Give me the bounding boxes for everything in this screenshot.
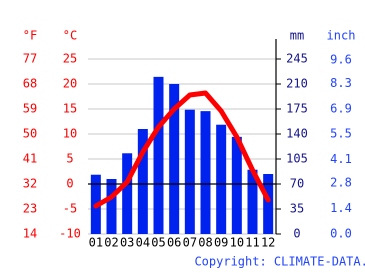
temperature-line: [93, 90, 271, 209]
celsius-tick-label: 25: [63, 52, 77, 66]
x-tick-label: 05: [151, 236, 165, 250]
celsius-unit: °C: [63, 29, 77, 43]
bar: [263, 174, 274, 234]
celsius-tick-label: -10: [59, 227, 81, 241]
bar: [231, 136, 242, 234]
inch-tick-label: 9.6: [330, 52, 352, 66]
bar: [200, 111, 211, 234]
fahrenheit-tick-label: 32: [23, 177, 37, 191]
fahrenheit-tick-label: 50: [23, 127, 37, 141]
inch-tick-label: 2.8: [330, 176, 352, 190]
bar: [184, 109, 195, 234]
bar: [137, 129, 148, 234]
fahrenheit-tick-label: 77: [23, 52, 37, 66]
bar: [169, 84, 180, 234]
celsius-tick-label: 5: [66, 152, 73, 166]
inch-tick-label: 5.5: [330, 127, 352, 141]
celsius-tick-label: 10: [63, 127, 77, 141]
x-tick-label: 02: [104, 236, 118, 250]
fahrenheit-tick-label: 14: [23, 227, 37, 241]
x-tick-label: 10: [230, 236, 244, 250]
mm-tick-label: 0: [293, 227, 300, 241]
x-tick-label: 09: [214, 236, 228, 250]
mm-tick-label: 245: [286, 52, 308, 66]
fahrenheit-tick-label: 68: [23, 77, 37, 91]
bar: [247, 169, 258, 234]
inch-tick-label: 0.0: [330, 227, 352, 241]
mm-unit: mm: [290, 29, 304, 43]
mm-tick-label: 175: [286, 102, 308, 116]
inch-tick-label: 8.3: [330, 76, 352, 90]
celsius-tick-label: -5: [63, 202, 77, 216]
x-tick-label: 01: [89, 236, 103, 250]
inch-tick-label: 4.1: [330, 152, 352, 166]
mm-tick-label: 70: [290, 177, 304, 191]
fahrenheit-tick-label: 23: [23, 202, 37, 216]
x-tick-label: 03: [120, 236, 134, 250]
bar: [106, 179, 117, 234]
celsius-tick-label: 15: [63, 102, 77, 116]
inch-tick-label: 1.4: [330, 201, 352, 215]
bar: [216, 124, 227, 234]
x-tick-label: 07: [183, 236, 197, 250]
fahrenheit-tick-label: 59: [23, 102, 37, 116]
mm-tick-label: 35: [290, 202, 304, 216]
x-tick-label: 12: [261, 236, 275, 250]
inch-tick-label: 6.9: [330, 101, 352, 115]
x-tick-label: 11: [245, 236, 259, 250]
fahrenheit-tick-label: 41: [23, 152, 37, 166]
fahrenheit-unit: °F: [23, 29, 37, 43]
mm-tick-label: 105: [286, 152, 308, 166]
celsius-tick-label: 20: [63, 77, 77, 91]
bar: [122, 153, 133, 234]
celsius-tick-label: 0: [66, 177, 73, 191]
mm-tick-label: 210: [286, 77, 308, 91]
x-tick-label: 06: [167, 236, 181, 250]
mm-tick-label: 140: [286, 127, 308, 141]
inch-unit: inch: [327, 29, 356, 43]
x-tick-label: 08: [198, 236, 212, 250]
x-tick-label: 04: [136, 236, 150, 250]
bar: [153, 76, 164, 234]
copyright: Copyright: CLIMATE-DATA.ORG: [194, 255, 365, 269]
